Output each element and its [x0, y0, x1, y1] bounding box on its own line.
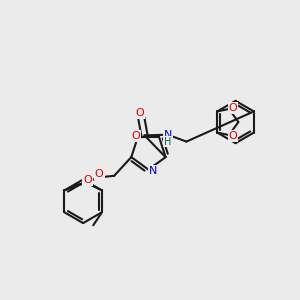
Text: O: O	[83, 176, 92, 185]
Text: O: O	[228, 131, 237, 141]
Text: O: O	[131, 131, 140, 141]
Text: N: N	[164, 130, 172, 140]
Text: N: N	[149, 166, 158, 176]
Text: H: H	[164, 136, 172, 147]
Text: O: O	[135, 108, 144, 118]
Text: O: O	[95, 169, 103, 178]
Text: O: O	[228, 103, 237, 113]
